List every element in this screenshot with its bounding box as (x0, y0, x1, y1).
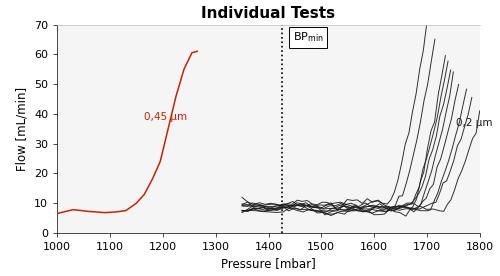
Y-axis label: Flow [mL/min]: Flow [mL/min] (16, 87, 28, 171)
X-axis label: Pressure [mbar]: Pressure [mbar] (221, 258, 316, 270)
Text: 0,2 µm: 0,2 µm (456, 118, 492, 128)
Title: Individual Tests: Individual Tests (202, 6, 336, 20)
Text: 0,45 µm: 0,45 µm (144, 112, 188, 122)
Text: BP$_{\mathregular{min}}$: BP$_{\mathregular{min}}$ (293, 30, 324, 44)
